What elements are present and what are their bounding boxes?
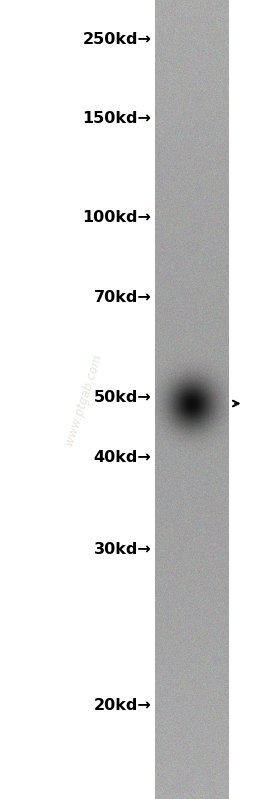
Text: 150kd→: 150kd→ — [82, 111, 151, 125]
Text: 50kd→: 50kd→ — [94, 391, 151, 405]
Text: 250kd→: 250kd→ — [82, 33, 151, 47]
Text: www.ptgab.com: www.ptgab.com — [63, 352, 105, 447]
Text: 70kd→: 70kd→ — [94, 290, 151, 304]
Text: 20kd→: 20kd→ — [94, 698, 151, 713]
Text: 100kd→: 100kd→ — [82, 210, 151, 225]
Text: 30kd→: 30kd→ — [94, 543, 151, 557]
Text: 40kd→: 40kd→ — [94, 450, 151, 464]
